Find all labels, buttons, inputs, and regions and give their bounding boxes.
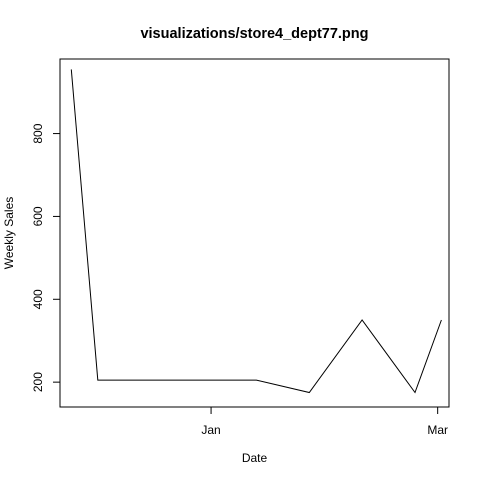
chart-title: visualizations/store4_dept77.png — [140, 26, 368, 42]
y-tick-label-600: 600 — [31, 206, 45, 226]
plot-frame — [59, 58, 450, 408]
x-tick-label-mar: Mar — [427, 423, 448, 437]
y-tick-label-800: 800 — [31, 123, 45, 143]
plot-area: Jan Mar 200 400 600 800 — [31, 58, 450, 437]
series-line-0 — [70, 69, 442, 394]
y-tick-label-400: 400 — [31, 289, 45, 309]
x-tick-label-jan: Jan — [201, 423, 220, 437]
y-axis-title: Weekly Sales — [2, 197, 16, 269]
x-axis-title: Date — [242, 451, 268, 465]
y-tick-label-200: 200 — [31, 372, 45, 392]
